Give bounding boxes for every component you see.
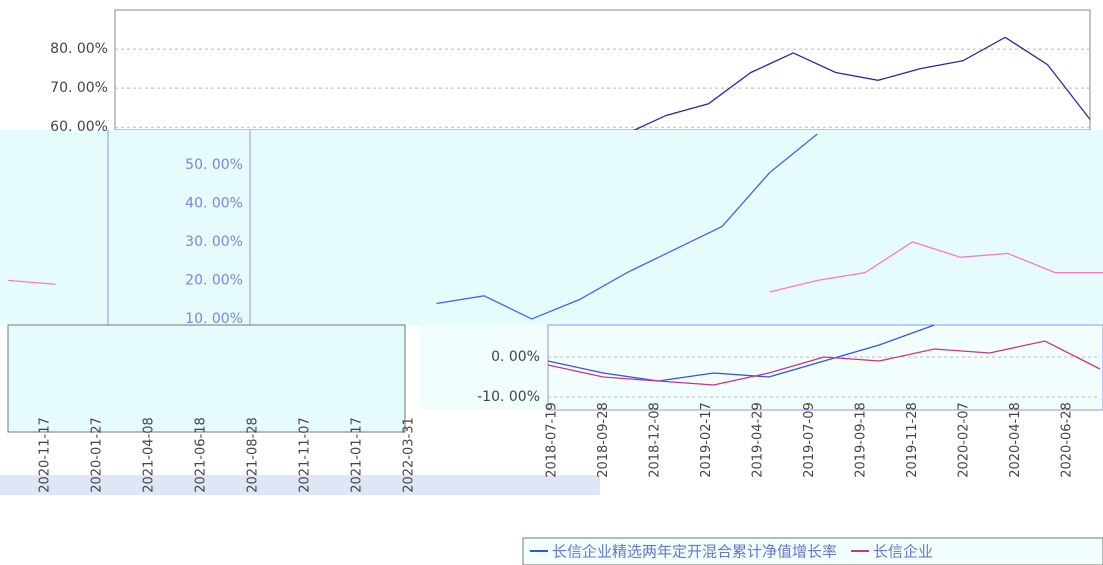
y-tick-label: 80. 00% bbox=[50, 41, 108, 57]
x-tick-label: 2020-11-17 bbox=[38, 417, 53, 493]
y-tick-label: 0. 00% bbox=[491, 349, 540, 365]
x-tick-label: 2022-03-31 bbox=[402, 417, 417, 493]
x-tick-label: 2019-04-29 bbox=[751, 402, 766, 478]
x-tick-label: 2020-01-27 bbox=[90, 417, 105, 493]
y-tick-label: 30. 00% bbox=[185, 234, 243, 250]
plot-frame bbox=[115, 10, 1090, 130]
x-tick-label: 2021-06-18 bbox=[194, 417, 209, 493]
x-tick-label: 2019-07-09 bbox=[802, 402, 817, 478]
x-tick-label: 2019-09-18 bbox=[854, 402, 869, 478]
x-tick-label: 2021-04-08 bbox=[142, 417, 157, 493]
y-tick-label: 70. 00% bbox=[50, 80, 108, 96]
overlay-panel bbox=[0, 130, 1103, 325]
x-tick-label: 2018-12-08 bbox=[648, 402, 663, 478]
x-tick-label: 2021-08-28 bbox=[246, 417, 261, 493]
x-tick-label: 2018-07-19 bbox=[545, 402, 560, 478]
y-tick-label: 60. 00% bbox=[50, 119, 108, 135]
legend-label: 长信企业精选两年定开混合累计净值增长率 bbox=[552, 543, 837, 561]
y-tick-label: 50. 00% bbox=[185, 157, 243, 173]
x-tick-label: 2021-11-07 bbox=[298, 417, 313, 493]
x-tick-label: 2020-06-28 bbox=[1060, 402, 1075, 478]
x-tick-label: 2020-04-18 bbox=[1008, 402, 1023, 478]
chart: 80. 00% 70. 00% 60. 00% 50. 00% 40. 00% 30. 0… bbox=[0, 0, 1103, 565]
y-tick-label: -10. 00% bbox=[477, 389, 540, 405]
y-tick-label: 20. 00% bbox=[185, 272, 243, 288]
x-tick-label: 2019-11-28 bbox=[905, 402, 920, 478]
series-line bbox=[624, 37, 1090, 135]
overlay-panel bbox=[8, 325, 405, 432]
x-tick-label: 2018-09-28 bbox=[596, 402, 611, 478]
y-tick-label: 10. 00% bbox=[185, 311, 243, 327]
legend-label: 长信企业 bbox=[873, 543, 933, 561]
x-tick-label: 2020-02-07 bbox=[957, 402, 972, 478]
x-tick-label: 2019-02-17 bbox=[699, 402, 714, 478]
x-tick-label: 2021-01-17 bbox=[350, 417, 365, 493]
y-tick-label: 40. 00% bbox=[185, 195, 243, 211]
